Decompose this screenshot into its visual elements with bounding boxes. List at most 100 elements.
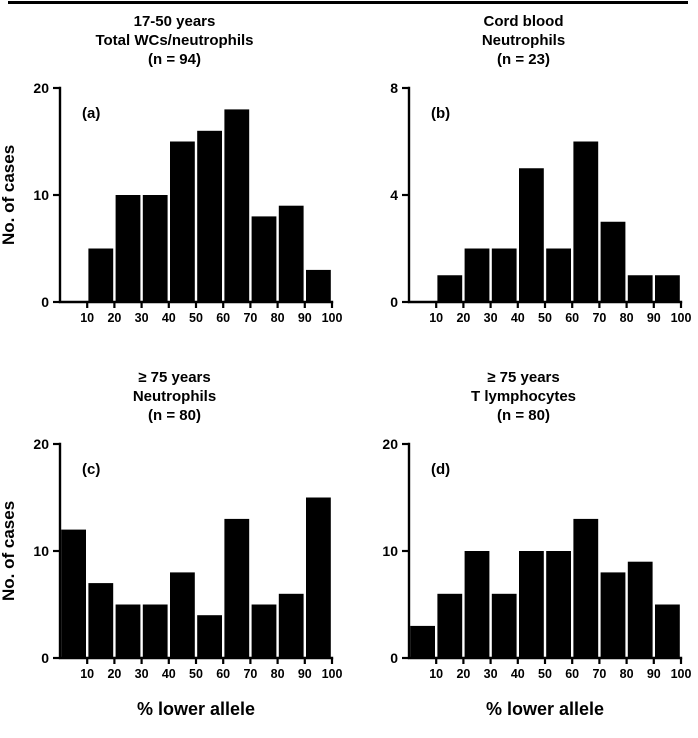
y-tick-label: 20 [382, 436, 398, 452]
x-tick-label: 50 [538, 311, 552, 325]
y-tick-label: 0 [390, 294, 398, 310]
histogram-bar [306, 269, 331, 302]
x-tick-label: 30 [135, 667, 149, 681]
x-tick-label: 80 [620, 311, 634, 325]
panel-title: 17-50 years Total WCs/neutrophils (n = 9… [0, 12, 349, 72]
chart-area: 0 4 8 10 20 30 40 50 60 70 80 90 100 (b) [349, 74, 698, 341]
y-axis-title: No. of cases [0, 144, 18, 246]
histogram-bar [410, 625, 435, 658]
panel-title-line: ≥ 75 years [138, 369, 211, 386]
histogram-bar [251, 604, 277, 658]
x-tick-label: 60 [565, 667, 579, 681]
histogram-bar [519, 168, 544, 302]
x-tick-label: 70 [243, 311, 257, 325]
histogram-panel-d: ≥ 75 years T lymphocytes (n = 80) 0 10 20 1… [349, 352, 698, 735]
chart-svg: 0 10 20 10 20 30 40 50 60 70 80 90 100 (d) [382, 436, 691, 681]
top-border-line [8, 1, 688, 4]
y-tick-label: 0 [41, 650, 49, 666]
x-tick-label: 100 [671, 311, 692, 325]
y-tick-label: 10 [33, 187, 49, 203]
panel-title: ≥ 75 years Neutrophils (n = 80) [0, 368, 349, 428]
panel-title-line: Neutrophils [132, 388, 217, 405]
chart-area: No. of cases 0 10 20 10 20 30 40 50 60 70 80 90 100 (… [0, 430, 349, 697]
histogram-bar [437, 275, 463, 302]
x-tick-label: 80 [271, 311, 285, 325]
x-tick-label: 10 [429, 667, 443, 681]
chart-svg: 0 4 8 10 20 30 40 50 60 70 80 90 100 (b) [390, 80, 692, 325]
x-tick-label: 50 [189, 311, 203, 325]
y-tick-label: 10 [33, 543, 49, 559]
x-tick-label: 80 [620, 667, 634, 681]
histogram-bar [464, 248, 490, 302]
x-tick-label: 10 [80, 311, 94, 325]
histogram-bar [491, 593, 517, 658]
y-tick-label: 20 [33, 436, 49, 452]
panel-title-line: (n = 80) [497, 407, 550, 424]
y-axis-title: No. of cases [0, 500, 18, 602]
panel-letter: (a) [82, 105, 100, 122]
x-tick-label: 60 [216, 311, 230, 325]
histogram-bar [437, 593, 463, 658]
x-axis-title: % lower allele [136, 699, 256, 719]
histogram-bar [88, 248, 114, 302]
panel-title-line: (n = 94) [148, 51, 201, 68]
histogram-bar [546, 551, 571, 658]
histogram-chart-d: 0 10 20 10 20 30 40 50 60 70 80 90 100 (d) [365, 430, 698, 697]
histogram-chart-a: 0 10 20 10 20 30 40 50 60 70 80 90 100 (a) [16, 74, 349, 341]
x-tick-label: 70 [592, 667, 606, 681]
y-tick-label: 10 [382, 543, 398, 559]
histogram-bar [600, 572, 626, 658]
x-tick-label: 100 [322, 311, 343, 325]
x-tick-label: 30 [135, 311, 149, 325]
histogram-bar [278, 593, 304, 658]
histogram-bar [170, 572, 195, 658]
panel-letter: (d) [431, 461, 450, 478]
histogram-bar [600, 221, 626, 302]
x-tick-label: 90 [647, 667, 661, 681]
panel-title-line: 17-50 years [133, 13, 216, 30]
panel-title-line: Neutrophils [481, 32, 566, 49]
histogram-bar [115, 604, 141, 658]
x-tick-label: 20 [456, 311, 470, 325]
histogram-bar [573, 141, 599, 302]
x-tick-label: 50 [538, 667, 552, 681]
x-tick-label: 40 [511, 667, 525, 681]
x-axis-title: % lower allele [485, 699, 605, 719]
histogram-bar [491, 248, 517, 302]
chart-svg: 0 10 20 10 20 30 40 50 60 70 80 90 100 (c) [33, 436, 342, 681]
panel-title-line: ≥ 75 years [487, 369, 560, 386]
histogram-bar [627, 561, 653, 658]
histogram-panel-c: ≥ 75 years Neutrophils (n = 80) No. of c… [0, 352, 349, 735]
y-tick-label: 8 [390, 80, 398, 96]
y-tick-label: 20 [33, 80, 49, 96]
panel-title-line: (n = 80) [148, 407, 201, 424]
panel-title-line: (n = 23) [497, 51, 550, 68]
x-tick-label: 20 [107, 667, 121, 681]
x-tick-label: 20 [456, 667, 470, 681]
histogram-bar [627, 275, 653, 302]
x-tick-label: 40 [511, 311, 525, 325]
x-tick-label: 90 [298, 667, 312, 681]
histogram-bar [655, 275, 680, 302]
panel-title: Cord blood Neutrophils (n = 23) [349, 12, 698, 72]
x-tick-label: 60 [216, 667, 230, 681]
panel-title-line: Total WCs/neutrophils [95, 32, 254, 49]
x-tick-label: 60 [565, 311, 579, 325]
x-tick-label: 20 [107, 311, 121, 325]
histogram-bar [655, 604, 680, 658]
histogram-bar [306, 497, 331, 658]
y-tick-label: 4 [390, 187, 398, 203]
chart-area: No. of cases 0 10 20 10 20 30 40 50 60 70 80 90 100 (… [0, 74, 349, 341]
histogram-bar [224, 518, 250, 658]
x-tick-label: 70 [592, 311, 606, 325]
histogram-bar [142, 604, 168, 658]
histogram-bar [464, 551, 490, 658]
x-tick-label: 30 [484, 311, 498, 325]
x-tick-label: 70 [243, 667, 257, 681]
x-tick-label: 90 [298, 311, 312, 325]
histogram-bar [573, 518, 599, 658]
histogram-bar [197, 615, 222, 658]
histogram-chart-c: 0 10 20 10 20 30 40 50 60 70 80 90 100 (c) [16, 430, 349, 697]
histogram-bar [115, 195, 141, 302]
